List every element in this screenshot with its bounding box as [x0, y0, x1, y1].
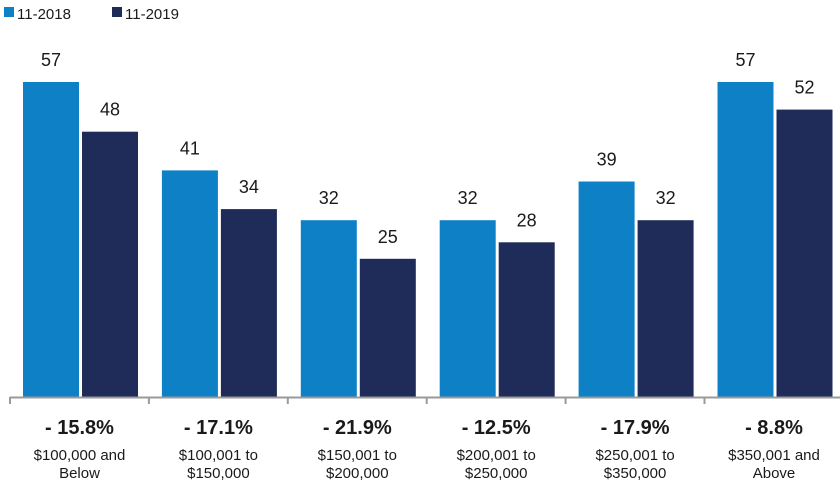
bar-11-2019-3 [359, 258, 416, 397]
category-label: $200,001 to [457, 447, 536, 464]
legend-label-2019: 11-2019 [125, 6, 179, 23]
category-label: Below [59, 465, 100, 482]
category-label: Above [753, 465, 796, 482]
bar-value-label: 28 [517, 210, 537, 230]
bar-11-2018-6 [717, 82, 774, 397]
bar-11-2018-3 [300, 220, 357, 397]
change-labels-group: - 15.8% - 17.1% - 21.9% - 12.5% - 17.9% - 8.8… [45, 417, 803, 439]
bar-11-2018-5 [578, 181, 635, 397]
category-label: $100,000 and [34, 447, 126, 464]
bar-value-label: 32 [319, 188, 339, 208]
category-label: $350,001 and [728, 447, 820, 464]
bar-value-label: 41 [180, 138, 200, 158]
bar-11-2018-1 [23, 82, 79, 397]
change-label: - 17.9% [601, 417, 670, 439]
bar-value-label: 57 [735, 50, 755, 70]
bar-value-label: 32 [458, 188, 478, 208]
bar-value-label: 57 [41, 50, 61, 70]
bar-11-2018-2 [161, 170, 218, 397]
legend-swatch-2019 [112, 7, 122, 17]
bar-11-2019-2 [220, 209, 277, 397]
bar-value-label: 32 [656, 188, 676, 208]
bar-value-label: 34 [239, 177, 259, 197]
change-label: - 21.9% [323, 417, 392, 439]
bars-group [23, 82, 833, 397]
change-label: - 8.8% [745, 417, 803, 439]
legend-label-2018: 11-2018 [17, 6, 71, 23]
bar-11-2019-4 [498, 242, 555, 397]
category-label: $150,000 [187, 465, 250, 482]
bar-11-2019-1 [82, 131, 138, 397]
category-label: $350,000 [604, 465, 667, 482]
change-label: - 15.8% [45, 417, 114, 439]
bar-value-label: 48 [100, 100, 120, 120]
category-label: $100,001 to [179, 447, 258, 464]
category-label: $250,000 [465, 465, 528, 482]
chart-legend: 11-2018 11-2019 [4, 6, 179, 23]
bar-value-label: 25 [378, 227, 398, 247]
category-label: $150,001 to [318, 447, 397, 464]
bar-11-2018-4 [439, 220, 496, 397]
category-label: $250,001 to [595, 447, 674, 464]
bar-11-2019-5 [637, 220, 694, 397]
value-labels-group: 57 48 41 34 32 25 32 28 39 32 57 52 [41, 50, 815, 247]
change-label: - 17.1% [184, 417, 253, 439]
bar-value-label: 52 [794, 78, 814, 98]
x-axis [9, 396, 840, 404]
category-label: $200,000 [326, 465, 389, 482]
legend-swatch-2018 [4, 7, 14, 17]
change-label: - 12.5% [462, 417, 531, 439]
bar-11-2019-6 [776, 109, 833, 397]
bar-value-label: 39 [597, 150, 617, 170]
